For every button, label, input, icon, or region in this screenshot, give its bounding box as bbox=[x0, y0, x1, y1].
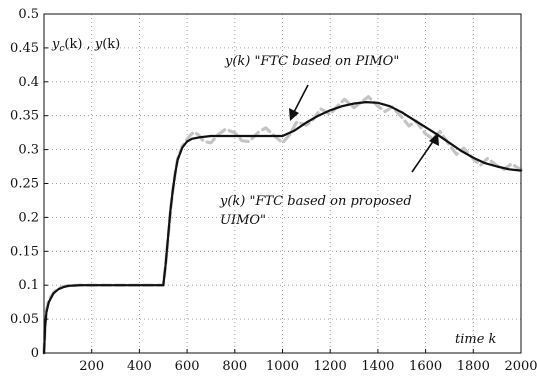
y-tick-label: 0.2 bbox=[18, 210, 39, 225]
x-axis-label: time k bbox=[455, 332, 497, 347]
grid bbox=[44, 14, 521, 353]
x-tick-label: 800 bbox=[222, 359, 247, 374]
x-tick-label: 1200 bbox=[314, 359, 347, 374]
y-tick-label: 0.25 bbox=[10, 177, 39, 192]
tick-marks bbox=[44, 13, 522, 354]
y-tick-label: 0.45 bbox=[10, 41, 39, 56]
y-tick-label: 0.35 bbox=[10, 109, 39, 124]
x-tick-label: 2000 bbox=[504, 359, 537, 374]
annotation-pimo: y(k) "FTC based on PIMO" bbox=[224, 54, 399, 69]
y-tick-label: 0.1 bbox=[18, 278, 39, 293]
annotation-proposed-line1: y(k) "FTC based on proposed bbox=[219, 194, 412, 209]
series-line-solid bbox=[42, 101, 523, 355]
y-axis-label: yc(k) , y(k) bbox=[51, 37, 120, 54]
y-tick-label: 0.4 bbox=[18, 75, 39, 90]
x-tick-label: 1600 bbox=[409, 359, 442, 374]
y-tick-label: 0.05 bbox=[10, 312, 39, 327]
y-tick-label: 0.5 bbox=[18, 7, 39, 22]
x-tick-label: 1400 bbox=[361, 359, 394, 374]
annotation-arrow-proposed bbox=[411, 133, 439, 173]
x-tick-label: 600 bbox=[175, 359, 200, 374]
x-tick-label: 1000 bbox=[266, 359, 299, 374]
y-tick-label: 0.3 bbox=[18, 143, 39, 158]
x-tick-label: 1800 bbox=[457, 359, 490, 374]
x-tick-label: 400 bbox=[127, 359, 152, 374]
annotation-arrow-pimo bbox=[289, 84, 309, 121]
x-tick-label: 200 bbox=[79, 359, 104, 374]
y-tick-label: 0 bbox=[31, 346, 39, 361]
y-tick-label: 0.15 bbox=[10, 244, 39, 259]
tick-labels: 200 400 600 800 1000 1200 1400 1600 1800 2000 0 0.0… bbox=[10, 7, 537, 374]
annotation-proposed-line2: UIMO" bbox=[220, 213, 266, 228]
